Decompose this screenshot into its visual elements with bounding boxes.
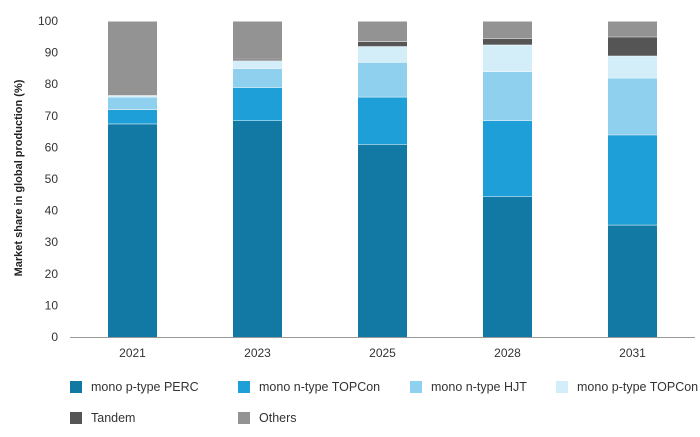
bar-segment: [358, 62, 407, 97]
bar-segment: [358, 96, 407, 145]
legend-label: Tandem: [91, 411, 136, 425]
bar-segment: [483, 44, 532, 72]
bar-segment: [358, 21, 407, 42]
y-tick-label: 50: [45, 172, 59, 186]
bar-segment: [233, 120, 282, 337]
bar-segment: [233, 21, 282, 59]
legend-item: mono n-type HJT: [410, 380, 527, 394]
y-axis-ticks: 0 10 20 30 40 50 60 70 80 90 100: [38, 14, 58, 344]
y-tick-label: 90: [45, 46, 59, 60]
bar-segment: [483, 21, 532, 39]
legend-swatch: [556, 381, 568, 393]
bar-segment: [233, 58, 282, 61]
x-tick-label: 2031: [619, 346, 646, 360]
legend-label: mono p-type TOPCon: [577, 380, 699, 394]
bar-segment: [108, 96, 157, 110]
legend-swatch: [238, 381, 250, 393]
y-tick-label: 20: [45, 267, 59, 281]
bars: [108, 20, 657, 337]
bar-segment: [483, 38, 532, 45]
x-tick-label: 2025: [369, 346, 396, 360]
bar-segment: [108, 95, 157, 97]
bar-segment: [108, 21, 157, 96]
x-tick-label: 2021: [119, 346, 146, 360]
legend-swatch: [238, 412, 250, 424]
legend-item: mono n-type TOPCon: [238, 380, 380, 394]
bar-segment: [608, 134, 657, 225]
legend-item: Tandem: [70, 411, 135, 425]
y-tick-label: 60: [45, 140, 59, 154]
legend-label: mono p-type PERC: [91, 380, 199, 394]
bar-segment: [358, 41, 407, 47]
y-tick-label: 80: [45, 77, 59, 91]
legend-label: mono n-type HJT: [431, 380, 527, 394]
y-tick-label: 70: [45, 109, 59, 123]
x-axis-ticks: 2021 2023 2025 2028 2031: [119, 346, 646, 360]
bar-segment: [233, 87, 282, 121]
x-tick-label: 2023: [244, 346, 271, 360]
legend-item: mono p-type PERC: [70, 380, 199, 394]
bar-segment: [483, 71, 532, 121]
bar-segment: [108, 123, 157, 337]
y-axis-label: Market share in global production (%): [13, 79, 25, 276]
bar-segment: [608, 36, 657, 56]
legend-label: mono n-type TOPCon: [259, 380, 381, 394]
bar-segment: [608, 55, 657, 78]
bar-segment: [608, 77, 657, 135]
x-tick-label: 2028: [494, 346, 521, 360]
bar-segment: [608, 224, 657, 337]
y-tick-label: 10: [45, 298, 59, 312]
y-tick-label: 30: [45, 235, 59, 249]
bar-segment: [358, 46, 407, 63]
bar-segment: [233, 60, 282, 69]
bar-segment: [608, 21, 657, 37]
y-tick-label: 40: [45, 204, 59, 218]
bar-segment: [358, 144, 407, 337]
legend-item: Others: [238, 411, 297, 425]
legend-swatch: [70, 381, 82, 393]
bar-segment: [108, 109, 157, 124]
bar-segment: [233, 68, 282, 88]
legend-swatch: [410, 381, 422, 393]
bar-segment: [483, 196, 532, 337]
legend-item: mono p-type TOPCon: [556, 380, 698, 394]
legend-swatch: [70, 412, 82, 424]
bar-segment: [483, 120, 532, 197]
legend-label: Others: [259, 411, 297, 425]
y-tick-label: 100: [38, 14, 58, 28]
y-tick-label: 0: [51, 330, 58, 344]
